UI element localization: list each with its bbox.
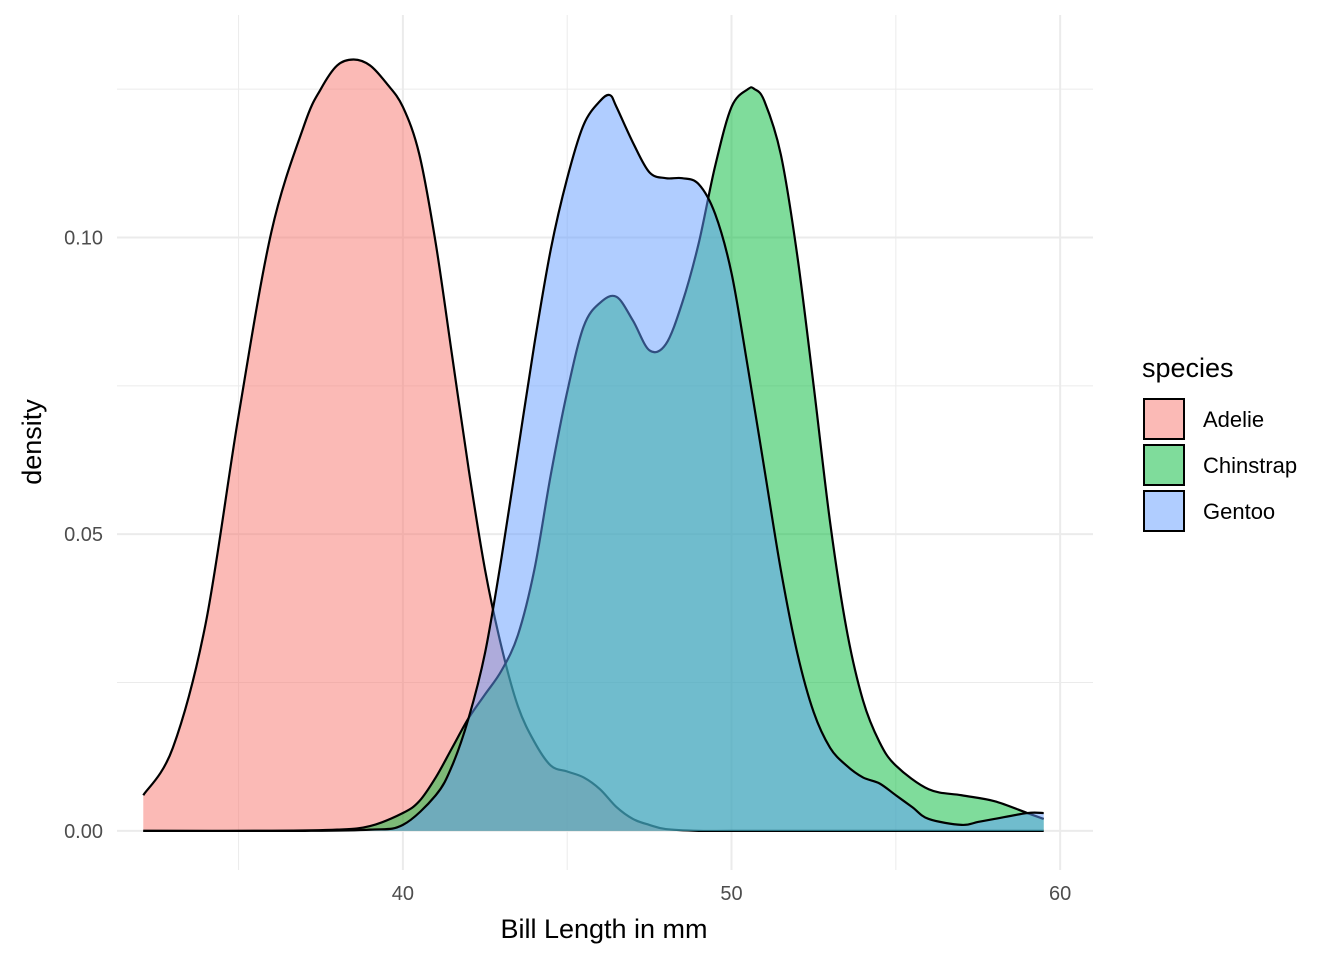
legend-label: Adelie bbox=[1203, 407, 1264, 432]
x-tick-label: 50 bbox=[720, 883, 742, 905]
legend-title: species bbox=[1142, 353, 1234, 383]
y-tick-label: 0.05 bbox=[64, 524, 103, 546]
legend: species Adelie Chinstrap Gentoo bbox=[1142, 353, 1297, 532]
x-tick-label: 40 bbox=[392, 883, 414, 905]
legend-item-gentoo: Gentoo bbox=[1143, 490, 1275, 532]
legend-item-adelie: Adelie bbox=[1143, 398, 1264, 440]
legend-item-chinstrap: Chinstrap bbox=[1143, 444, 1297, 486]
density-areas bbox=[142, 58, 1045, 833]
y-tick-label: 0.00 bbox=[64, 821, 103, 843]
density-line-gentoo bbox=[143, 93, 1044, 833]
y-axis-title: density bbox=[17, 399, 47, 485]
legend-label: Chinstrap bbox=[1203, 453, 1297, 478]
x-tick-label: 60 bbox=[1049, 883, 1071, 905]
legend-swatch bbox=[1143, 398, 1185, 440]
y-axis-tick-labels: 0.00 0.05 0.10 bbox=[64, 228, 103, 843]
legend-label: Gentoo bbox=[1203, 499, 1275, 524]
x-axis-title: Bill Length in mm bbox=[500, 914, 707, 944]
legend-swatch bbox=[1143, 444, 1185, 486]
density-area-gentoo bbox=[143, 94, 1044, 831]
x-axis-tick-labels: 40 50 60 bbox=[392, 883, 1071, 905]
series-gentoo bbox=[143, 93, 1044, 833]
density-area-adelie bbox=[143, 59, 1044, 831]
y-tick-label: 0.10 bbox=[64, 228, 103, 250]
legend-swatch bbox=[1143, 490, 1185, 532]
